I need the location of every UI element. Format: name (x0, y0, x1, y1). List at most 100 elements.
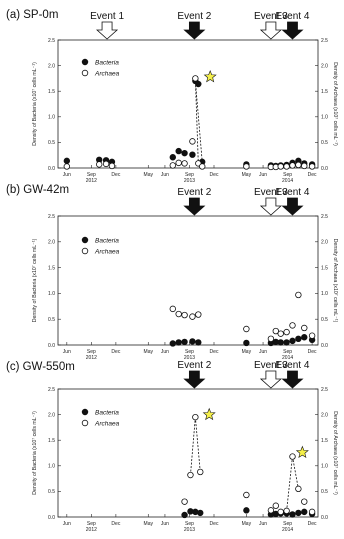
y-tick-label: 2.0 (48, 240, 55, 246)
event-arrow (184, 371, 204, 388)
bacteria-point (197, 510, 203, 516)
year-label: 2014 (282, 178, 293, 184)
y-tick-label-right: 1.5 (321, 265, 328, 271)
y-tick-label-right: 1.5 (321, 438, 328, 444)
archaea-point (284, 508, 290, 514)
dashed-link (292, 457, 298, 489)
legend-bacteria-marker (82, 59, 88, 65)
x-tick-label: Dec (308, 521, 317, 527)
bacteria-point (244, 508, 250, 514)
archaea-point (190, 314, 196, 320)
event-label: Event 2 (177, 187, 211, 198)
dashed-link (195, 78, 198, 163)
bacteria-point (182, 339, 188, 345)
y-tick-label-right: 1.0 (321, 291, 328, 297)
legend-archaea-marker (82, 248, 88, 254)
event-arrow (184, 198, 204, 215)
y-axis-label-left: Density of Bacteria (x10⁷ cells mL⁻¹) (32, 411, 38, 495)
archaea-point (244, 492, 250, 498)
event-arrow (282, 198, 302, 215)
archaea-point (96, 162, 102, 168)
bacteria-point (190, 152, 196, 158)
y-tick-label: 0.0 (48, 515, 55, 521)
y-tick-label-right: 0.5 (321, 317, 328, 323)
legend-archaea-label: Archaea (94, 248, 120, 255)
archaea-point (301, 499, 307, 505)
x-tick-label: Jun (259, 521, 267, 527)
dashed-link (287, 457, 293, 511)
archaea-point (244, 326, 250, 332)
event-arrow (282, 22, 302, 39)
legend-archaea-marker (82, 420, 88, 426)
x-tick-label: May (242, 521, 252, 527)
archaea-point (197, 469, 203, 475)
y-tick-label: 2.0 (48, 63, 55, 69)
x-tick-label: Jun (161, 521, 169, 527)
x-tick-label: Dec (210, 521, 219, 527)
legend-bacteria-marker (82, 237, 88, 243)
plot-frame (58, 216, 318, 345)
year-label: 2013 (184, 178, 195, 184)
y-tick-label: 0.5 (48, 317, 55, 323)
x-tick-label: Dec (308, 349, 317, 355)
legend-archaea-label: Archaea (94, 420, 120, 427)
event-label: Event 2 (177, 11, 211, 22)
legend-bacteria-label: Bacteria (95, 237, 119, 244)
archaea-point (296, 292, 302, 298)
event-arrow (282, 371, 302, 388)
x-tick-label: Dec (111, 172, 120, 178)
y-tick-label-right: 0.0 (321, 343, 328, 349)
archaea-point (296, 486, 302, 492)
archaea-point (196, 312, 202, 318)
x-tick-label: May (242, 349, 252, 355)
x-tick-label: Jun (63, 349, 71, 355)
archaea-point (273, 503, 279, 509)
x-tick-label: Jun (63, 521, 71, 527)
bacteria-point (176, 340, 182, 346)
archaea-point (290, 163, 296, 169)
y-tick-label-right: 2.0 (321, 240, 328, 246)
panel-title: (a) SP-0m (6, 9, 58, 21)
dashed-link (195, 417, 200, 472)
x-tick-label: Jun (259, 349, 267, 355)
archaea-point (290, 454, 296, 460)
x-tick-label: Dec (308, 172, 317, 178)
y-tick-label-right: 2.0 (321, 412, 328, 418)
y-tick-label: 0.0 (48, 343, 55, 349)
dashed-link (195, 81, 202, 162)
y-tick-label-right: 2.0 (321, 63, 328, 69)
archaea-point (190, 139, 196, 145)
bacteria-point (170, 154, 176, 160)
bacteria-point (196, 340, 202, 346)
archaea-point (176, 311, 182, 317)
archaea-point (193, 76, 199, 82)
x-tick-label: May (144, 349, 154, 355)
highlight-star (297, 446, 308, 457)
y-axis-label-right: Density of Archaea (x10⁷ cells mL⁻¹) (332, 411, 338, 495)
x-tick-label: Dec (111, 349, 120, 355)
year-label: 2012 (86, 178, 97, 184)
event-label: Event 4 (276, 11, 310, 22)
y-tick-label: 2.5 (48, 214, 55, 220)
y-tick-label: 1.0 (48, 115, 55, 121)
bacteria-point (284, 340, 290, 346)
y-tick-label-right: 1.5 (321, 89, 328, 95)
archaea-point (296, 162, 302, 168)
event-label: Event 2 (177, 360, 211, 371)
plot-frame (58, 389, 318, 517)
y-tick-label-right: 1.0 (321, 115, 328, 121)
archaea-point (188, 472, 194, 478)
archaea-point (309, 333, 315, 339)
x-tick-label: Jun (63, 172, 71, 178)
archaea-point (170, 306, 176, 312)
archaea-point (182, 499, 188, 505)
x-tick-label: Dec (210, 172, 219, 178)
bacteria-point (290, 338, 296, 344)
event-arrow (261, 198, 281, 215)
archaea-point (309, 509, 315, 515)
archaea-point (244, 164, 250, 170)
y-tick-label: 1.0 (48, 291, 55, 297)
archaea-point (284, 164, 290, 170)
y-tick-label-right: 0.0 (321, 166, 328, 172)
